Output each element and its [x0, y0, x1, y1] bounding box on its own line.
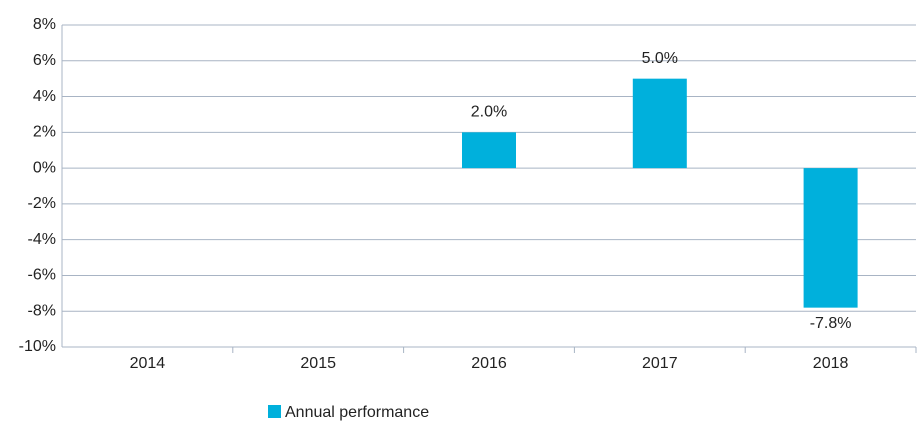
y-tick-label: 8%: [33, 16, 56, 33]
bar: [462, 132, 516, 169]
y-tick-label: -4%: [28, 231, 56, 248]
x-tick-label: 2016: [471, 355, 507, 372]
x-tick-label: 2014: [130, 355, 166, 372]
y-tick-label: 2%: [33, 124, 56, 141]
data-label: 5.0%: [642, 50, 678, 67]
data-label: 2.0%: [471, 104, 507, 121]
legend-label: Annual performance: [285, 404, 429, 421]
x-tick-label: 2018: [813, 355, 849, 372]
x-tick-label: 2017: [642, 355, 678, 372]
y-tick-label: 0%: [33, 159, 56, 176]
bar: [632, 78, 687, 169]
y-tick-label: 6%: [33, 52, 56, 69]
data-label: -7.8%: [810, 315, 852, 332]
x-tick-label: 2015: [300, 355, 336, 372]
y-tick-label: -8%: [28, 302, 56, 319]
legend-swatch: [268, 405, 281, 418]
y-tick-label: -2%: [28, 195, 56, 212]
y-tick-label: -10%: [19, 338, 56, 355]
y-tick-label: -6%: [28, 267, 56, 284]
y-tick-label: 4%: [33, 88, 56, 105]
bar: [803, 168, 858, 308]
